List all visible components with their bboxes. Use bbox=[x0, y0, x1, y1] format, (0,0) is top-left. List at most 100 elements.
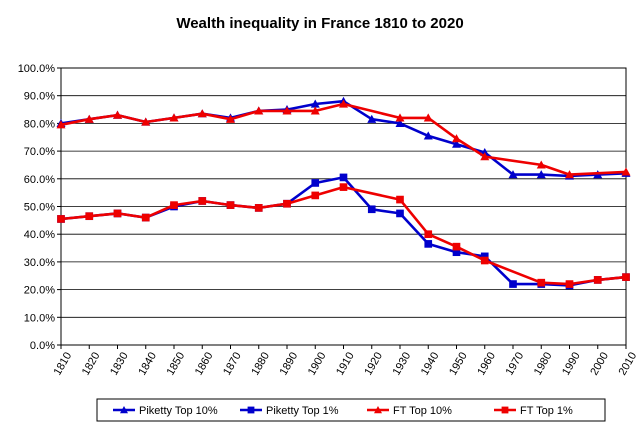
y-tick-label: 70.0% bbox=[24, 146, 55, 158]
x-tick-label: 1890 bbox=[278, 350, 301, 377]
x-tick-label: 1980 bbox=[532, 350, 555, 377]
x-tick-label: 1990 bbox=[560, 350, 583, 377]
legend-label: FT Top 10% bbox=[393, 405, 452, 417]
data-point bbox=[509, 280, 517, 288]
data-point bbox=[85, 212, 94, 221]
y-tick-label: 100.0% bbox=[18, 63, 56, 75]
x-tick-label: 1870 bbox=[221, 350, 244, 377]
data-point bbox=[141, 213, 150, 222]
data-point bbox=[396, 195, 404, 204]
x-tick-label: 1970 bbox=[504, 350, 527, 377]
x-tick-label: 1850 bbox=[165, 350, 188, 377]
x-tick-label: 1960 bbox=[475, 350, 498, 377]
data-point bbox=[113, 209, 122, 218]
data-point bbox=[310, 106, 320, 115]
x-tick-label: 1840 bbox=[136, 350, 159, 377]
data-point bbox=[226, 201, 235, 209]
y-tick-label: 20.0% bbox=[24, 285, 55, 297]
series-piketty-top-1- bbox=[57, 173, 630, 290]
data-point bbox=[480, 256, 489, 265]
x-tick-label: 1810 bbox=[52, 350, 75, 377]
data-point bbox=[141, 117, 151, 126]
legend-box bbox=[96, 398, 606, 422]
series-ft-top-10- bbox=[56, 99, 631, 179]
data-point bbox=[311, 179, 320, 187]
x-tick-label: 1880 bbox=[249, 350, 272, 377]
data-point bbox=[536, 160, 546, 169]
data-point bbox=[113, 110, 122, 119]
data-point bbox=[565, 170, 574, 179]
data-point bbox=[480, 152, 490, 161]
data-point bbox=[395, 118, 405, 127]
legend-label: Piketty Top 1% bbox=[266, 405, 339, 417]
data-point bbox=[536, 170, 546, 179]
legend-item: FT Top 10% bbox=[367, 405, 452, 417]
x-tick-label: 1900 bbox=[306, 350, 329, 377]
series-line bbox=[60, 185, 627, 286]
data-point bbox=[198, 197, 207, 205]
y-tick-label: 30.0% bbox=[24, 257, 55, 269]
data-point bbox=[508, 170, 518, 179]
legend-swatch-marker bbox=[120, 406, 128, 414]
data-point bbox=[480, 252, 489, 261]
y-tick-label: 10.0% bbox=[24, 312, 55, 324]
series-line bbox=[60, 102, 627, 176]
data-point bbox=[396, 209, 404, 218]
x-tick-label: 1860 bbox=[193, 350, 216, 377]
data-point bbox=[423, 113, 433, 122]
data-point bbox=[339, 99, 348, 108]
data-point bbox=[254, 204, 263, 212]
data-point bbox=[452, 242, 461, 251]
data-point bbox=[310, 99, 320, 108]
data-point bbox=[565, 280, 574, 288]
legend-label: FT Top 1% bbox=[520, 405, 573, 417]
series-line bbox=[60, 176, 627, 287]
legend-item: Piketty Top 10% bbox=[113, 405, 218, 417]
data-point bbox=[452, 248, 461, 257]
data-point bbox=[56, 120, 66, 129]
y-tick-label: 60.0% bbox=[24, 174, 55, 186]
y-tick-label: 0.0% bbox=[30, 340, 55, 352]
legend-swatch-marker bbox=[501, 406, 509, 414]
data-point bbox=[339, 173, 348, 182]
data-point bbox=[622, 273, 630, 281]
data-point bbox=[282, 106, 292, 115]
x-tick-label: 1830 bbox=[108, 350, 131, 377]
data-point bbox=[197, 109, 207, 118]
data-point bbox=[423, 131, 433, 140]
y-tick-label: 40.0% bbox=[24, 229, 55, 241]
legend: Piketty Top 10% Piketty Top 1% FT Top 10% F… bbox=[96, 398, 606, 422]
y-tick-label: 80.0% bbox=[24, 118, 55, 130]
data-point bbox=[621, 167, 631, 176]
data-point bbox=[424, 230, 433, 239]
series-ft-top-1- bbox=[57, 183, 630, 288]
x-tick-label: 1910 bbox=[334, 350, 357, 377]
axes: 0.0% 10.0% 20.0% 30.0% 40.0% 50.0% 60.0% 70.0% 8… bbox=[18, 63, 640, 378]
chart-title: Wealth inequality in France 1810 to 2020 bbox=[176, 15, 463, 32]
y-tick-label: 50.0% bbox=[24, 202, 55, 214]
x-tick-label: 1940 bbox=[419, 350, 442, 377]
data-point bbox=[170, 201, 178, 209]
x-tick-label: 2000 bbox=[588, 350, 611, 377]
data-point bbox=[537, 278, 546, 287]
data-point bbox=[57, 215, 65, 223]
data-point bbox=[311, 191, 320, 200]
data-point bbox=[424, 240, 433, 248]
x-tick-label: 1930 bbox=[391, 350, 414, 377]
data-point bbox=[254, 106, 264, 115]
data-point bbox=[367, 114, 377, 123]
x-tick-label: 1950 bbox=[447, 350, 470, 377]
data-point bbox=[226, 114, 235, 123]
data-point bbox=[169, 113, 179, 122]
legend-item: Piketty Top 1% bbox=[240, 405, 339, 417]
x-tick-label: 1920 bbox=[362, 350, 385, 377]
data-point bbox=[452, 139, 461, 148]
legend-label: Piketty Top 10% bbox=[139, 405, 218, 417]
gridlines bbox=[60, 67, 627, 346]
legend-swatch-marker bbox=[374, 406, 382, 414]
y-tick-label: 90.0% bbox=[24, 91, 55, 103]
data-point bbox=[84, 114, 94, 123]
legend-item: FT Top 1% bbox=[494, 405, 573, 417]
